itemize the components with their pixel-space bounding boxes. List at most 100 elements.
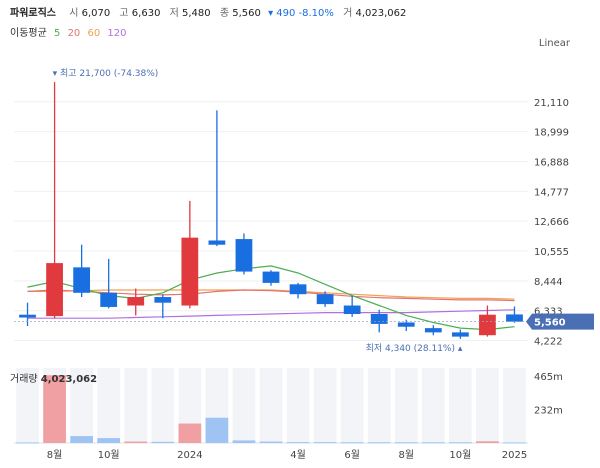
volume-bar <box>503 442 526 444</box>
volume-bar <box>232 440 256 443</box>
price-tick-label: 16,888 <box>534 157 569 168</box>
time-tick-label: 6월 <box>344 449 360 461</box>
time-tick-label: 2024 <box>177 450 202 461</box>
volume-column-bg <box>97 368 121 443</box>
volume-value: 4,023,062 <box>355 8 407 19</box>
volume-column-bg <box>449 368 472 443</box>
volume-bar <box>340 442 364 444</box>
volume-column-bg <box>70 368 93 443</box>
volume-column-bg <box>232 368 256 443</box>
candle-body <box>370 314 388 324</box>
volume-bar <box>205 417 229 443</box>
ma20-label[interactable]: 20 <box>67 28 81 39</box>
volume-bar <box>313 442 337 444</box>
volume-bars <box>16 375 526 444</box>
high-label: 고 <box>119 8 129 19</box>
volume-bar <box>259 441 283 443</box>
candle-body <box>343 305 361 314</box>
time-tick-label: 2025 <box>502 450 527 461</box>
volume-column-bg <box>367 368 391 443</box>
volume-bar <box>367 442 391 444</box>
price-tick-label: 10,555 <box>534 247 569 258</box>
candle-body <box>289 284 307 295</box>
volume-column-bg <box>313 368 337 443</box>
volume-title-text: 거래량 4,023,062 <box>10 373 97 385</box>
volume-column-bg <box>286 368 310 443</box>
moving-average-label: 이동평균 <box>10 28 47 39</box>
open-value: 6,070 <box>81 8 111 19</box>
volume-bar <box>124 441 148 443</box>
volume-axis: 465m 232m <box>534 372 563 417</box>
price-tick-label: 8,444 <box>534 277 563 288</box>
candle-body <box>154 297 172 303</box>
current-price-label: 5,560 <box>534 318 566 329</box>
volume-bar <box>421 442 445 444</box>
ma120-label[interactable]: 120 <box>107 28 127 39</box>
candle-body <box>235 239 253 272</box>
volume-column-bg <box>340 368 364 443</box>
volume-column-bg <box>503 368 526 443</box>
time-tick-label: 10월 <box>98 449 120 461</box>
volume-column-bg <box>151 368 175 443</box>
candle-body <box>73 267 91 293</box>
volume-column-bg <box>259 368 283 443</box>
candle-body <box>127 297 145 306</box>
price-tick-label: 14,777 <box>534 187 569 198</box>
volume-column-bg <box>394 368 418 443</box>
candle-body <box>451 332 469 337</box>
ma60-label[interactable]: 60 <box>87 28 101 39</box>
time-axis: 8월 10월 2024 4월 6월 8월 10월 2025 <box>47 449 527 461</box>
close-value: 5,560 <box>232 8 261 19</box>
price-tick-label: 6,333 <box>534 307 563 318</box>
volume-bar <box>394 442 418 444</box>
open-label: 시 <box>69 8 79 19</box>
volume-column-bg <box>16 368 39 443</box>
volume-column-bg <box>421 368 445 443</box>
candle-body <box>479 314 496 336</box>
volume-bar <box>70 436 93 443</box>
volume-tick-label: 232m <box>534 406 563 417</box>
candle-body <box>262 271 280 283</box>
volume-bar <box>16 442 39 444</box>
candle-body <box>397 322 415 327</box>
ma120-line <box>27 309 515 319</box>
volume-bar <box>476 441 499 443</box>
volume-label: 거 <box>343 8 353 19</box>
time-tick-label: 8월 <box>398 449 414 461</box>
volume-column-bg <box>124 368 148 443</box>
current-price-tag <box>526 313 594 330</box>
min-price-annotation: 최저 4,340 (28.11%) ▴ <box>366 343 463 354</box>
candles <box>19 82 523 339</box>
volume-bar <box>286 442 310 444</box>
price-tick-label: 12,666 <box>534 217 569 228</box>
price-gridlines <box>14 101 528 342</box>
price-tick-label: 4,222 <box>534 337 563 348</box>
moving-average-legend[interactable]: 이동평균 5 20 60 120 <box>10 27 131 41</box>
change-value: ▾ 490 -8.10% <box>268 8 334 19</box>
low-label: 저 <box>169 8 179 19</box>
candle-body <box>424 328 442 333</box>
volume-column-bg <box>476 368 499 443</box>
candle-body <box>19 314 36 318</box>
volume-bar <box>151 441 175 443</box>
volume-title: 거래량 4,023,062 <box>10 373 97 385</box>
low-value: 5,480 <box>182 8 211 19</box>
time-tick-label: 4월 <box>290 449 306 461</box>
volume-bar <box>97 438 121 443</box>
volume-bar <box>178 423 202 443</box>
ma5-label[interactable]: 5 <box>54 28 61 39</box>
volume-tick-label: 465m <box>534 372 563 383</box>
time-tick-label: 8월 <box>47 449 63 461</box>
volume-title-label: 거래량 <box>10 373 41 385</box>
stock-name: 파워로직스 <box>10 8 56 19</box>
high-value: 6,630 <box>131 8 161 19</box>
price-annotations: 5,560 ▾ 최고 21,700 (-74.38%) 최저 4,340 (28.1… <box>14 68 594 354</box>
price-tick-label: 18,999 <box>534 128 569 139</box>
scale-selector[interactable]: Linear <box>538 38 570 49</box>
candle-body <box>506 314 523 322</box>
volume-bar <box>43 375 66 443</box>
max-price-annotation: ▾ 최고 21,700 (-74.38%) <box>53 68 159 79</box>
volume-bar <box>449 442 472 444</box>
stock-header: 파워로직스 시 6,070 고 6,630 저 5,480 종 5,560 ▾ … <box>10 6 410 22</box>
